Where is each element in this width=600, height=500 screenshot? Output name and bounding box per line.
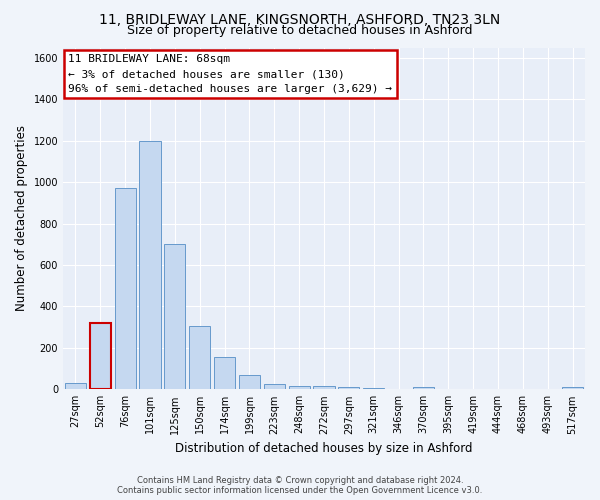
Bar	[239, 375, 260, 390]
Bar	[189, 326, 211, 390]
Text: Contains HM Land Registry data © Crown copyright and database right 2024.
Contai: Contains HM Land Registry data © Crown c…	[118, 476, 482, 495]
Bar	[90, 323, 111, 390]
Bar	[164, 244, 185, 390]
Y-axis label: Number of detached properties: Number of detached properties	[15, 126, 28, 312]
Bar	[562, 387, 583, 390]
X-axis label: Distribution of detached houses by size in Ashford: Distribution of detached houses by size …	[175, 442, 473, 455]
Bar	[115, 188, 136, 390]
Bar	[289, 386, 310, 390]
Bar	[313, 386, 335, 390]
Text: 11, BRIDLEWAY LANE, KINGSNORTH, ASHFORD, TN23 3LN: 11, BRIDLEWAY LANE, KINGSNORTH, ASHFORD,…	[100, 12, 500, 26]
Text: 11 BRIDLEWAY LANE: 68sqm
← 3% of detached houses are smaller (130)
96% of semi-d: 11 BRIDLEWAY LANE: 68sqm ← 3% of detache…	[68, 54, 392, 94]
Bar	[338, 387, 359, 390]
Bar	[139, 140, 161, 390]
Text: Size of property relative to detached houses in Ashford: Size of property relative to detached ho…	[127, 24, 473, 37]
Bar	[264, 384, 285, 390]
Bar	[413, 387, 434, 390]
Bar	[65, 383, 86, 390]
Bar	[214, 357, 235, 390]
Bar	[363, 388, 384, 390]
